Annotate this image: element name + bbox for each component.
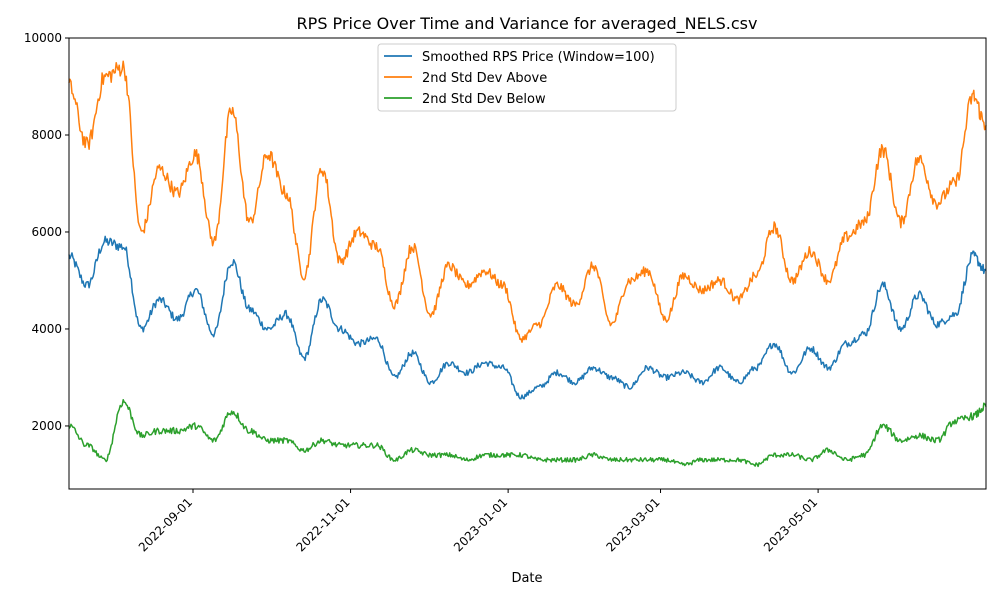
y-tick-label: 2000: [31, 419, 62, 433]
legend-label-3: 2nd Std Dev Below: [422, 92, 546, 107]
series-layer: [68, 60, 987, 468]
plot-frame: [68, 37, 987, 490]
plot-area: [68, 37, 987, 490]
y-tick-label: 8000: [31, 128, 62, 142]
series-line-2: [68, 60, 987, 343]
y-tick-label: 10000: [24, 31, 62, 45]
legend-box: [377, 43, 677, 112]
y-tick-label: 6000: [31, 225, 62, 239]
chart-title: RPS Price Over Time and Variance for ave…: [297, 14, 758, 34]
legend-label-2: 2nd Std Dev Above: [422, 71, 547, 86]
y-tick-label: 4000: [31, 322, 62, 336]
series-line-1: [68, 235, 987, 400]
series-line-3: [68, 398, 987, 468]
y-axis: 2000 4000 6000 8000 10000: [24, 31, 69, 433]
legend-label-1: Smoothed RPS Price (Window=100): [422, 50, 655, 65]
x-axis-label: Date: [511, 571, 542, 586]
legend: Smoothed RPS Price (Window=100) 2nd Std D…: [377, 43, 677, 112]
